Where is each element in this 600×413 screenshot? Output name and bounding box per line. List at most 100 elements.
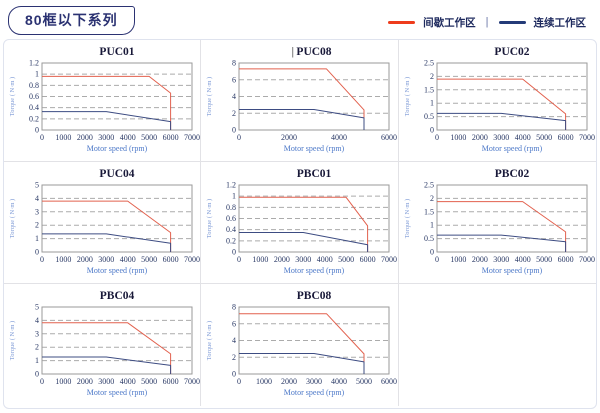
x-tick-label: 2000 bbox=[281, 377, 297, 386]
y-tick-label: 0.6 bbox=[226, 214, 236, 223]
x-tick-label: 4000 bbox=[331, 133, 347, 142]
x-tick-label: 2000 bbox=[77, 377, 93, 386]
chart-title: PUC02 bbox=[494, 46, 529, 58]
x-axis-label: Motor speed (rpm) bbox=[87, 388, 148, 397]
y-tick-label: 0.4 bbox=[29, 103, 39, 112]
x-tick-label: 3000 bbox=[296, 255, 312, 264]
chart-PUC02: PUC02 0 0.5 1 1.5 2 2.5 0 1000 2000 3000 4000 5000 60… bbox=[404, 46, 595, 153]
y-tick-label: 8 bbox=[232, 59, 236, 68]
x-tick-label: 7000 bbox=[184, 133, 200, 142]
x-tick-label: 3000 bbox=[98, 377, 114, 386]
x-axis-label: Motor speed (rpm) bbox=[284, 388, 345, 397]
x-tick-label: 4000 bbox=[514, 255, 530, 264]
x-tick-label: 4000 bbox=[514, 133, 530, 142]
x-tick-label: 1000 bbox=[55, 255, 71, 264]
y-tick-label: 3 bbox=[35, 329, 39, 338]
x-tick-label: 6000 bbox=[163, 377, 179, 386]
x-tick-label: 7000 bbox=[184, 255, 200, 264]
y-tick-label: 1 bbox=[35, 234, 39, 243]
empty-cell bbox=[399, 284, 596, 406]
continuous-zone-line-icon bbox=[498, 20, 526, 24]
x-tick-label: 5000 bbox=[536, 255, 552, 264]
text-cursor: | bbox=[292, 44, 294, 58]
legend-label-continuous: 连续工作区 bbox=[533, 16, 587, 29]
x-tick-label: 6000 bbox=[557, 255, 573, 264]
plot-area bbox=[436, 184, 588, 253]
intermittent-zone-line bbox=[436, 201, 566, 252]
plot-area bbox=[238, 62, 390, 131]
chart-PUC01: PUC01 0 0.2 0.4 0.6 0.8 1 1.2 0 1000 2000 3000 4000 5… bbox=[9, 46, 200, 153]
chart-PUC08: PUC08| 0 2 4 6 8 0 2000 4000 6000 Motor speed (rpm… bbox=[206, 44, 397, 153]
y-tick-label: 0.4 bbox=[226, 225, 236, 234]
x-tick-label: 1000 bbox=[55, 133, 71, 142]
x-tick-label: 0 bbox=[435, 133, 439, 142]
chart-title: PBC08 bbox=[297, 290, 332, 302]
plot-area bbox=[238, 184, 390, 253]
x-tick-label: 0 bbox=[40, 133, 44, 142]
continuous-zone-line bbox=[436, 234, 566, 252]
top-bar: 80框以下系列 间歇工作区 | 连续工作区 bbox=[0, 0, 600, 38]
x-tick-label: 6000 bbox=[360, 255, 376, 264]
plot-area bbox=[41, 306, 193, 375]
x-tick-label: 3000 bbox=[98, 255, 114, 264]
continuous-zone-line bbox=[239, 109, 365, 130]
y-tick-label: 1.5 bbox=[424, 85, 434, 94]
legend: 间歇工作区 | 连续工作区 bbox=[388, 15, 586, 30]
chart-title: PUC08 bbox=[297, 46, 332, 58]
chart-cell-PUC08: PUC08 | 0 2 4 6 8 0 2000 4000 6000 Motor speed (rpm… bbox=[201, 40, 399, 162]
chart-cell-PUC01: PUC01 0 0.2 0.4 0.6 0.8 1 1.2 0 1000 2000 3000 4000 5… bbox=[4, 40, 202, 162]
y-tick-label: 0.2 bbox=[29, 114, 39, 123]
chart-cell-PBC02: PBC02 0 0.5 1 1.5 2 2.5 0 1000 2000 3000 4000 5000 60… bbox=[398, 162, 596, 284]
y-tick-label: 0.5 bbox=[424, 234, 434, 243]
chart-cell-PUC02: PUC02 0 0.5 1 1.5 2 2.5 0 1000 2000 3000 4000 5000 60… bbox=[398, 40, 596, 162]
intermittent-zone-line bbox=[42, 322, 172, 374]
x-tick-label: 6000 bbox=[557, 133, 573, 142]
y-tick-label: 0 bbox=[430, 248, 434, 257]
intermittent-zone-line bbox=[42, 200, 172, 252]
y-tick-label: 0 bbox=[232, 126, 236, 135]
y-tick-label: 4 bbox=[35, 316, 39, 325]
x-axis-label: Motor speed (rpm) bbox=[481, 144, 542, 153]
y-tick-label: 0 bbox=[35, 248, 39, 257]
y-tick-label: 4 bbox=[232, 336, 236, 345]
y-tick-label: 5 bbox=[35, 181, 39, 190]
x-tick-label: 0 bbox=[435, 255, 439, 264]
x-tick-label: 0 bbox=[40, 255, 44, 264]
x-tick-label: 4000 bbox=[120, 255, 136, 264]
y-tick-label: 1.2 bbox=[226, 181, 236, 190]
chart-title: PUC01 bbox=[99, 46, 134, 58]
intermittent-zone-line bbox=[239, 68, 365, 130]
chart-cell-PBC08: PBC08 0 2 4 6 8 0 1000 2000 3000 4000 5000 6000 Motor… bbox=[201, 284, 399, 406]
y-tick-label: 1 bbox=[35, 70, 39, 79]
x-tick-label: 1000 bbox=[55, 377, 71, 386]
x-tick-label: 6000 bbox=[381, 133, 397, 142]
y-tick-label: 2.5 bbox=[424, 181, 434, 190]
x-tick-label: 4000 bbox=[331, 377, 347, 386]
plot-area bbox=[436, 62, 588, 131]
x-axis-label: Motor speed (rpm) bbox=[481, 266, 542, 275]
x-tick-label: 5000 bbox=[536, 133, 552, 142]
x-tick-label: 4000 bbox=[120, 133, 136, 142]
x-tick-label: 0 bbox=[40, 377, 44, 386]
y-tick-label: 2 bbox=[232, 109, 236, 118]
intermittent-zone-line-icon bbox=[388, 20, 416, 24]
y-tick-label: 6 bbox=[232, 75, 236, 84]
y-tick-label: 2 bbox=[430, 72, 434, 81]
legend-separator: | bbox=[485, 16, 489, 28]
x-tick-label: 7000 bbox=[579, 133, 595, 142]
chart-PBC02: PBC02 0 0.5 1 1.5 2 2.5 0 1000 2000 3000 4000 5000 60… bbox=[404, 168, 595, 275]
x-axis-label: Motor speed (rpm) bbox=[87, 266, 148, 275]
y-tick-label: 2 bbox=[430, 194, 434, 203]
x-axis-label: Motor speed (rpm) bbox=[87, 144, 148, 153]
x-tick-label: 5000 bbox=[141, 377, 157, 386]
intermittent-zone-line bbox=[436, 78, 566, 130]
chart-PBC08: PBC08 0 2 4 6 8 0 1000 2000 3000 4000 5000 6000 Motor… bbox=[206, 290, 397, 397]
x-tick-label: 0 bbox=[237, 133, 241, 142]
series-tag: 80框以下系列 bbox=[8, 5, 135, 35]
y-axis-label: Torque ( N·m ) bbox=[9, 199, 16, 238]
y-tick-label: 0 bbox=[232, 248, 236, 257]
x-tick-label: 2000 bbox=[472, 133, 488, 142]
y-tick-label: 0 bbox=[430, 126, 434, 135]
continuous-zone-line bbox=[436, 112, 566, 130]
